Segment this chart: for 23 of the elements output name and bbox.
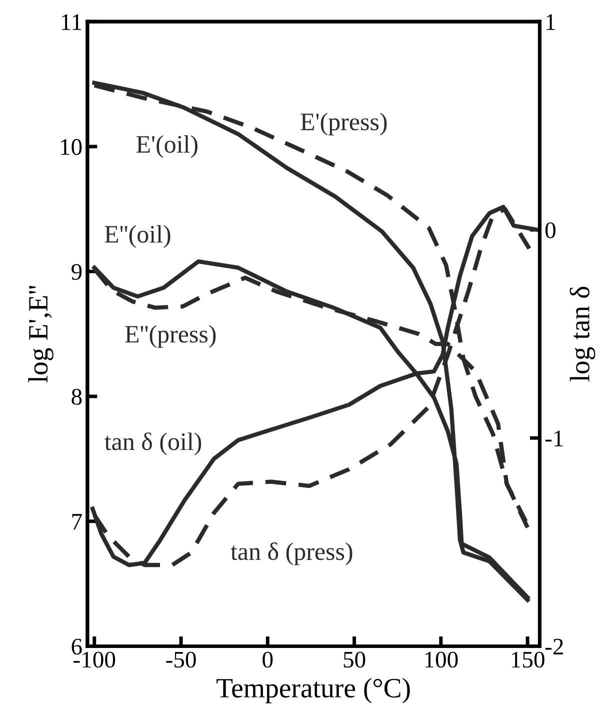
- x-tick-label: 50: [344, 652, 366, 668]
- y-axis-title: log E',E'': [28, 286, 54, 383]
- series-label: tan δ (oil): [104, 432, 202, 456]
- y-tick-label: 10: [61, 139, 82, 155]
- y-tick-label: 9: [72, 264, 82, 280]
- x-tick-label: -50: [166, 652, 196, 668]
- series-label: E'(press): [300, 112, 387, 136]
- y2-tick-label: -1: [545, 430, 563, 446]
- y2-axis-title: log tan δ: [570, 286, 596, 382]
- series-label: E''(oil): [104, 225, 170, 248]
- y-tick-label: 7: [72, 514, 82, 530]
- x-tick-label: 0: [262, 652, 273, 668]
- series-label: tan δ (press): [230, 542, 352, 566]
- x-tick-label: 150: [512, 652, 544, 668]
- y2-tick-label: 1: [546, 14, 555, 30]
- series-label: E'(oil): [136, 135, 198, 158]
- x-tick-label: 100: [425, 652, 458, 668]
- y-tick-label: 11: [62, 14, 82, 30]
- y2-tick-label: 0: [545, 222, 556, 238]
- y2-tick-label: -2: [545, 638, 563, 654]
- series-label: E''(press): [125, 325, 216, 348]
- x-axis-title: Temperature (°C): [216, 678, 410, 704]
- y-tick-label: 8: [72, 388, 82, 405]
